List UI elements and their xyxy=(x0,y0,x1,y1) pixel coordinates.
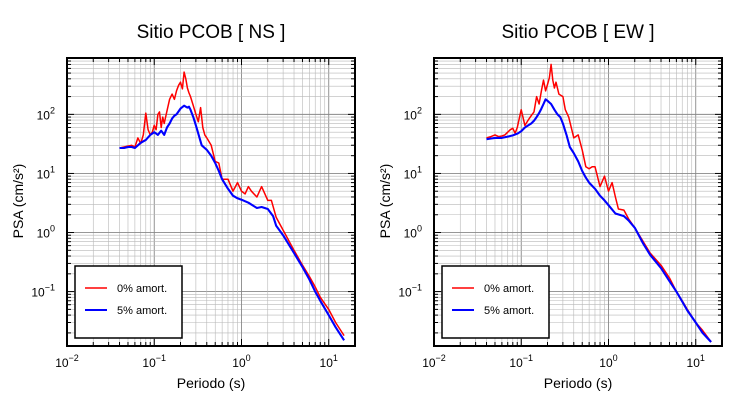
legend-label: 5% amort. xyxy=(117,305,167,317)
legend-box xyxy=(441,265,550,339)
x-tick-label: 10−2 xyxy=(55,353,79,370)
y-tick-label: 100 xyxy=(404,224,422,241)
x-tick-label: 10−1 xyxy=(509,353,533,370)
legend: 0% amort. 5% amort. xyxy=(74,265,183,339)
legend-label: 0% amort. xyxy=(117,283,167,295)
y-axis-label: PSA (cm/s²) xyxy=(10,164,26,239)
plot-frame xyxy=(66,57,356,347)
ns-chart-panel: Sitio PCOB [ NS ] Periodo (s) PSA (cm/s²… xyxy=(10,22,356,391)
x-tick-label: 100 xyxy=(599,353,617,370)
x-tick-label: 101 xyxy=(687,353,705,370)
y-tick-label: 102 xyxy=(37,105,55,122)
x-axis-label: Periodo (s) xyxy=(177,375,245,391)
x-tick-label: 101 xyxy=(320,353,338,370)
y-tick-label: 102 xyxy=(404,105,422,122)
series-line-damping-5 xyxy=(486,98,712,343)
x-tick-label: 10−2 xyxy=(422,353,446,370)
legend-box xyxy=(74,265,183,339)
series-line-damping-5 xyxy=(119,104,345,341)
x-tick-label: 10−1 xyxy=(142,353,166,370)
chart-title: Sitio PCOB [ NS ] xyxy=(137,22,286,43)
y-tick-label: 10−1 xyxy=(398,283,422,300)
x-axis-label: Periodo (s) xyxy=(544,375,612,391)
y-tick-label: 10−1 xyxy=(31,283,55,300)
y-tick-label: 101 xyxy=(37,164,55,181)
legend-label: 0% amort. xyxy=(484,283,534,295)
x-tick-label: 100 xyxy=(232,353,250,370)
legend: 0% amort. 5% amort. xyxy=(441,265,550,339)
y-axis-label: PSA (cm/s²) xyxy=(377,164,393,239)
legend-label: 5% amort. xyxy=(484,305,534,317)
ew-chart-panel: Sitio PCOB [ EW ] Periodo (s) PSA (cm/s²… xyxy=(377,22,723,391)
plot-frame xyxy=(433,57,723,347)
chart-title: Sitio PCOB [ EW ] xyxy=(501,22,654,43)
y-tick-label: 100 xyxy=(37,224,55,241)
y-tick-label: 101 xyxy=(404,164,422,181)
